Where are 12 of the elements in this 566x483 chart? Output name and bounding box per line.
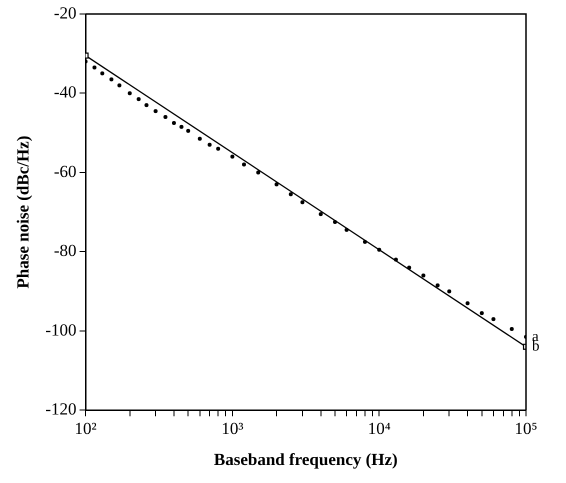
x-tick-label: 10³ (221, 418, 244, 438)
y-tick-label: -120 (45, 400, 77, 419)
x-axis-title: Baseband frequency (Hz) (214, 450, 398, 470)
y-tick-label: -60 (54, 162, 77, 181)
x-tick-label: 10² (74, 418, 97, 438)
x-tick-label: 10⁵ (514, 418, 538, 438)
y-tick-label: -40 (54, 82, 77, 102)
y-tick-label: -80 (54, 241, 77, 260)
y-axis-title: Phase noise (dBc/Hz) (14, 136, 33, 289)
y-tick-label: -20 (54, 3, 77, 22)
x-tick-label: 10⁴ (368, 418, 391, 438)
y-tick-label: -100 (45, 320, 77, 340)
